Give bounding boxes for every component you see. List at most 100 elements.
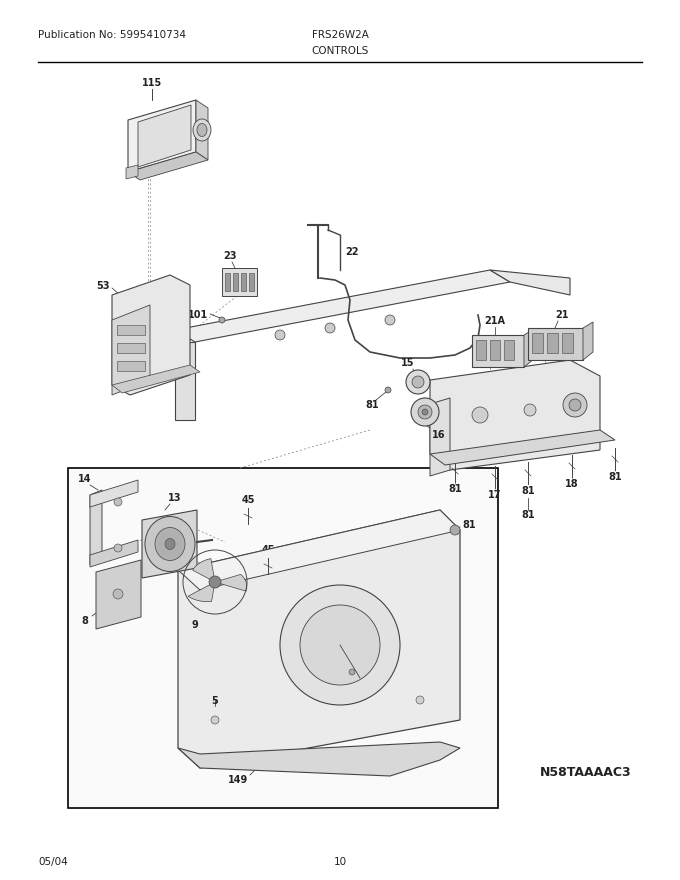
- Polygon shape: [178, 742, 460, 776]
- Text: 81: 81: [608, 472, 622, 482]
- Text: 149: 149: [228, 775, 248, 785]
- Polygon shape: [192, 559, 215, 582]
- Polygon shape: [112, 305, 150, 395]
- Polygon shape: [196, 100, 208, 160]
- Text: 5: 5: [211, 696, 218, 706]
- Text: 13: 13: [168, 493, 182, 503]
- Text: 14: 14: [78, 474, 92, 484]
- Polygon shape: [583, 322, 593, 360]
- Bar: [532, 333, 543, 353]
- Circle shape: [275, 330, 285, 340]
- Text: 81: 81: [521, 486, 534, 496]
- Bar: [117, 343, 145, 353]
- Polygon shape: [178, 510, 460, 590]
- Bar: [476, 340, 486, 360]
- Text: 18: 18: [565, 479, 579, 489]
- Circle shape: [113, 589, 123, 599]
- Circle shape: [450, 525, 460, 535]
- Text: 81: 81: [448, 484, 462, 494]
- Polygon shape: [138, 105, 191, 167]
- Text: Publication No: 5995410734: Publication No: 5995410734: [38, 30, 186, 40]
- Ellipse shape: [193, 119, 211, 141]
- Ellipse shape: [155, 527, 185, 561]
- Text: 81: 81: [462, 520, 475, 530]
- Circle shape: [416, 696, 424, 704]
- Circle shape: [325, 323, 335, 333]
- Circle shape: [114, 498, 122, 506]
- Polygon shape: [430, 430, 615, 465]
- Circle shape: [411, 398, 439, 426]
- Circle shape: [114, 544, 122, 552]
- Circle shape: [300, 605, 380, 685]
- Circle shape: [418, 405, 432, 419]
- Circle shape: [563, 393, 587, 417]
- Bar: [547, 333, 558, 353]
- Text: 45: 45: [261, 545, 275, 555]
- Polygon shape: [112, 365, 200, 393]
- Polygon shape: [128, 152, 208, 180]
- Polygon shape: [96, 560, 141, 629]
- Text: 45: 45: [241, 495, 255, 505]
- Circle shape: [385, 315, 395, 325]
- Polygon shape: [175, 270, 510, 342]
- Bar: [504, 340, 514, 360]
- Text: FRS26W2A: FRS26W2A: [311, 30, 369, 40]
- Text: 22: 22: [345, 247, 358, 257]
- Polygon shape: [90, 540, 138, 567]
- Polygon shape: [215, 575, 247, 591]
- Text: 21: 21: [556, 310, 568, 320]
- Circle shape: [412, 376, 424, 388]
- Polygon shape: [430, 360, 600, 470]
- Polygon shape: [90, 490, 102, 565]
- Text: 17: 17: [488, 490, 502, 500]
- Circle shape: [524, 404, 536, 416]
- Circle shape: [349, 669, 355, 675]
- Bar: [249, 273, 254, 291]
- Polygon shape: [142, 510, 197, 578]
- Circle shape: [385, 387, 391, 393]
- Bar: [222, 268, 257, 296]
- Bar: [528, 328, 583, 360]
- Circle shape: [568, 398, 582, 412]
- Circle shape: [219, 317, 225, 323]
- Text: 10: 10: [333, 857, 347, 867]
- Text: 05/04: 05/04: [38, 857, 68, 867]
- Bar: [241, 273, 246, 291]
- Bar: [117, 325, 145, 335]
- Polygon shape: [126, 165, 138, 179]
- Text: 101: 101: [188, 310, 208, 320]
- Bar: [490, 340, 500, 360]
- Bar: [68, 468, 498, 808]
- Circle shape: [422, 409, 428, 415]
- Polygon shape: [430, 398, 450, 476]
- Ellipse shape: [165, 539, 175, 549]
- Circle shape: [211, 716, 219, 724]
- Bar: [225, 273, 230, 291]
- Polygon shape: [112, 275, 190, 395]
- Text: 9: 9: [192, 620, 199, 630]
- Polygon shape: [524, 329, 534, 367]
- Polygon shape: [128, 100, 196, 172]
- Text: 23: 23: [223, 251, 237, 261]
- Polygon shape: [90, 480, 138, 507]
- Bar: [117, 361, 145, 371]
- Bar: [233, 273, 238, 291]
- Text: 16: 16: [432, 430, 445, 440]
- Bar: [472, 335, 524, 367]
- Text: 8: 8: [82, 616, 88, 626]
- Circle shape: [406, 370, 430, 394]
- Ellipse shape: [145, 517, 195, 571]
- Circle shape: [569, 399, 581, 411]
- Text: 15: 15: [401, 358, 415, 368]
- Text: 81: 81: [365, 400, 379, 410]
- Text: 21A: 21A: [484, 316, 505, 326]
- Text: 81: 81: [521, 510, 534, 520]
- Text: N58TAAAAC3: N58TAAAAC3: [540, 766, 632, 779]
- Text: 53: 53: [97, 281, 110, 291]
- Polygon shape: [175, 342, 195, 420]
- Polygon shape: [178, 510, 460, 768]
- Text: CONTROLS: CONTROLS: [311, 46, 369, 56]
- Circle shape: [209, 576, 221, 588]
- Polygon shape: [188, 582, 215, 602]
- Polygon shape: [490, 270, 570, 295]
